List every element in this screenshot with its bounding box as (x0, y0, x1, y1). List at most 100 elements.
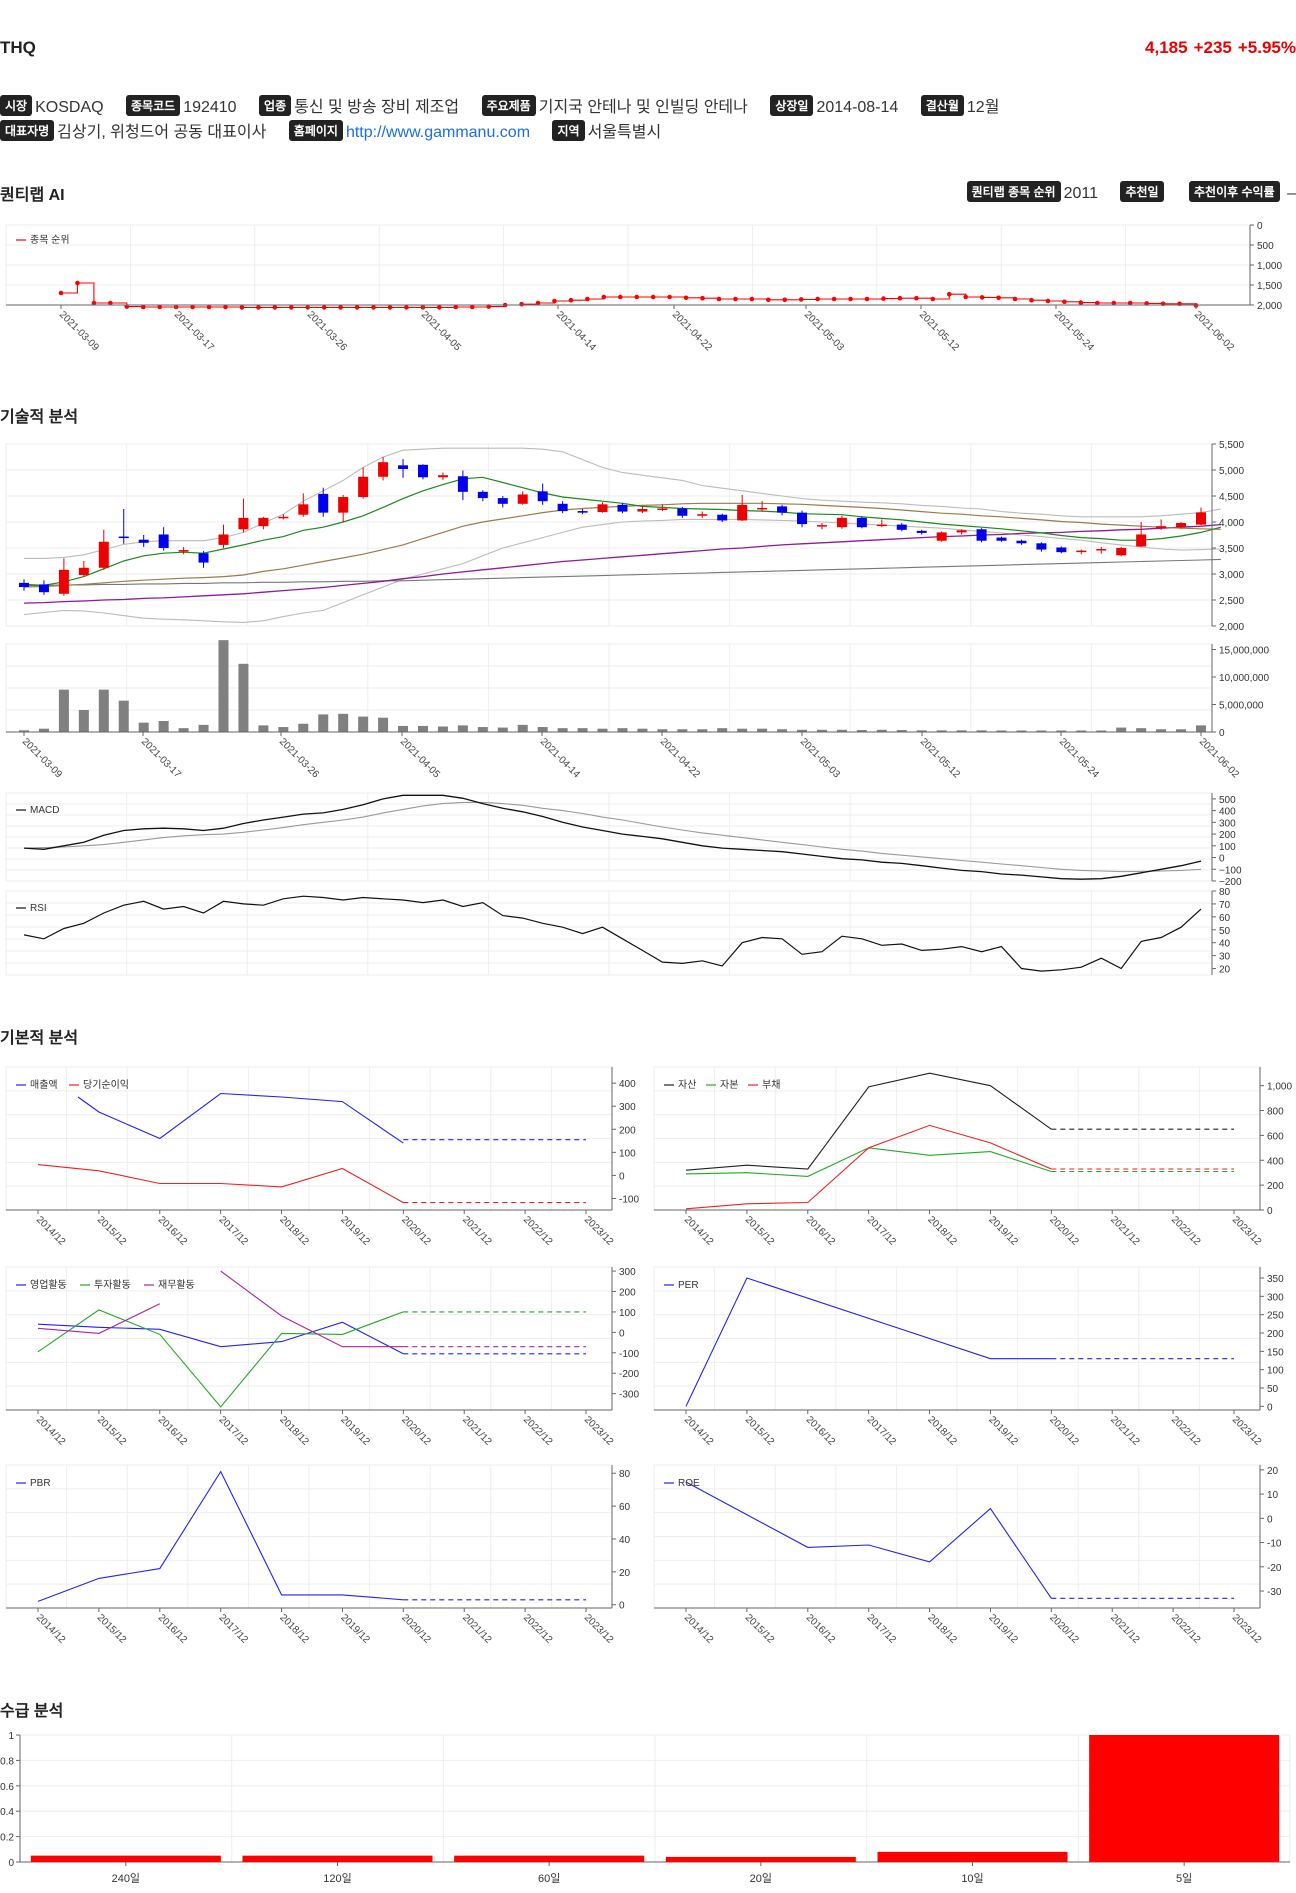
candle-body (617, 504, 628, 512)
y-tick-label: 200 (1267, 1329, 1284, 1340)
y-tick-label: 400 (1267, 1156, 1284, 1167)
x-tick-label: 20일 (750, 1871, 772, 1885)
legend-label: 자본 (720, 1079, 738, 1091)
rank-point (1078, 300, 1084, 305)
x-tick-label: 2023/12 (1230, 1414, 1264, 1448)
x-tick-label: 2021-05-12 (917, 309, 961, 353)
fundamental-section-title: 기본적 분석 (0, 1030, 79, 1047)
x-tick-label: 2020/12 (1047, 1214, 1081, 1248)
x-tick-label: 2021/12 (460, 1612, 494, 1646)
rsi-chart: 80 70 60 50 40 30 20 RSI (5, 887, 1231, 976)
ma120-line (24, 558, 1221, 586)
legend-label: 종목 순위 (30, 233, 70, 246)
rec-return-label: 추천이후 수익률 (1189, 181, 1280, 202)
volume-bar (836, 729, 847, 732)
volume-bar (1116, 727, 1127, 732)
x-tick-label: 2022/12 (521, 1612, 555, 1646)
x-tick-label: 2015/12 (95, 1214, 129, 1248)
volume-bar (457, 725, 468, 732)
x-tick-label: 2020/12 (399, 1612, 433, 1646)
info-row-1: 시장 KOSDAQ 종목코드 192410 업종 통신 및 방송 장비 제조업 주요제… (0, 93, 999, 117)
y-tick-label: 350 (1267, 1274, 1284, 1285)
rank-point (387, 305, 393, 310)
y-tick-label: 0.2 (0, 1833, 14, 1844)
rank-point (404, 305, 409, 310)
y-tick-label: -30 (1267, 1587, 1282, 1598)
rank-point (519, 301, 524, 307)
legend-label: PER (678, 1280, 699, 1291)
homepage-link[interactable]: http://www.gammanu.com (345, 124, 531, 141)
y-tick-label: 5,500 (1219, 440, 1244, 451)
candle-body (1176, 523, 1187, 528)
x-tick-label: 2018/12 (277, 1414, 311, 1448)
y-tick-label: 100 (619, 1148, 636, 1159)
rec-return-value: – (1287, 185, 1296, 202)
y-tick-label: 30 (1219, 952, 1231, 963)
y-tick-label: 200 (1219, 830, 1236, 841)
y-tick-label: 0 (8, 1858, 14, 1869)
volume-bar (78, 710, 89, 732)
candle-body (816, 525, 827, 527)
candle-body (198, 553, 209, 563)
candle-body (417, 464, 428, 478)
candle-body (138, 539, 149, 543)
balance-chart: 1,000 800 600 400 200 0 2014/12 2015/12 2016/12 2… (653, 1066, 1292, 1248)
legend-label: 부채 (762, 1079, 780, 1091)
x-tick-label: 2017/12 (865, 1414, 899, 1448)
industry-label: 업종 (259, 95, 292, 116)
y-tick-label: 1,000 (1257, 261, 1282, 272)
y-tick-label: 4,500 (1219, 492, 1244, 503)
rec-date-label: 추천일 (1120, 181, 1164, 202)
x-tick-label: 2023/12 (582, 1414, 616, 1448)
x-tick-label: 2015/12 (743, 1612, 777, 1646)
legend-label: PBR (30, 1478, 51, 1489)
y-tick-label: 600 (1267, 1131, 1284, 1142)
y-tick-label: 100 (1267, 1366, 1284, 1377)
roe-chart: 20 10 0 -10 -20 -30 2014/12 2015/12 2016/12 2017/… (653, 1464, 1282, 1646)
volume-bar (517, 724, 528, 732)
x-tick-label: 2017/12 (217, 1612, 251, 1646)
candle-body (797, 512, 808, 525)
candle-body (19, 582, 29, 587)
y-tick-label: 60 (1219, 913, 1231, 924)
region-label: 지역 (552, 120, 585, 141)
y-tick-label: 100 (1219, 842, 1236, 853)
y-tick-label: −200 (1219, 877, 1242, 888)
rank-point (91, 300, 97, 306)
y-tick-label: -10 (1267, 1539, 1282, 1550)
x-tick-label: 2023/12 (1230, 1612, 1264, 1646)
candle-body (437, 475, 448, 478)
rank-point (963, 294, 969, 300)
cashflow-line-1 (37, 1309, 404, 1408)
pbr-line (37, 1470, 404, 1602)
candle-body (1036, 543, 1047, 550)
rank-point (766, 297, 771, 303)
x-tick-label: 2017/12 (865, 1612, 899, 1646)
x-tick-label: 2019/12 (986, 1214, 1020, 1248)
candle-body (876, 524, 887, 527)
y-tick-label: 0 (1267, 1402, 1273, 1413)
volume-bar (417, 725, 428, 732)
rank-point (881, 296, 886, 301)
x-tick-label: 5일 (1176, 1871, 1192, 1885)
volume-bar (617, 728, 628, 732)
x-tick-label: 2018/12 (925, 1612, 959, 1646)
y-tick-label: 0 (1219, 728, 1225, 739)
volume-bar (936, 730, 947, 732)
volume-bar (278, 727, 289, 732)
volume-bar (1176, 729, 1187, 732)
x-tick-label: 2021/12 (460, 1414, 494, 1448)
rank-point (914, 295, 919, 301)
candle-body (98, 541, 109, 568)
y-tick-label: 400 (1219, 807, 1236, 818)
volume-bar (896, 730, 907, 732)
rank-point (831, 296, 837, 302)
volume-bar (1056, 730, 1067, 732)
balance-line-0 (685, 1072, 1052, 1171)
y-tick-label: 2,000 (1257, 301, 1282, 312)
y-tick-label: -100 (619, 1349, 639, 1360)
volume-bar (1076, 730, 1087, 732)
legend-label: ROE (678, 1478, 700, 1489)
rank-point (700, 295, 705, 301)
